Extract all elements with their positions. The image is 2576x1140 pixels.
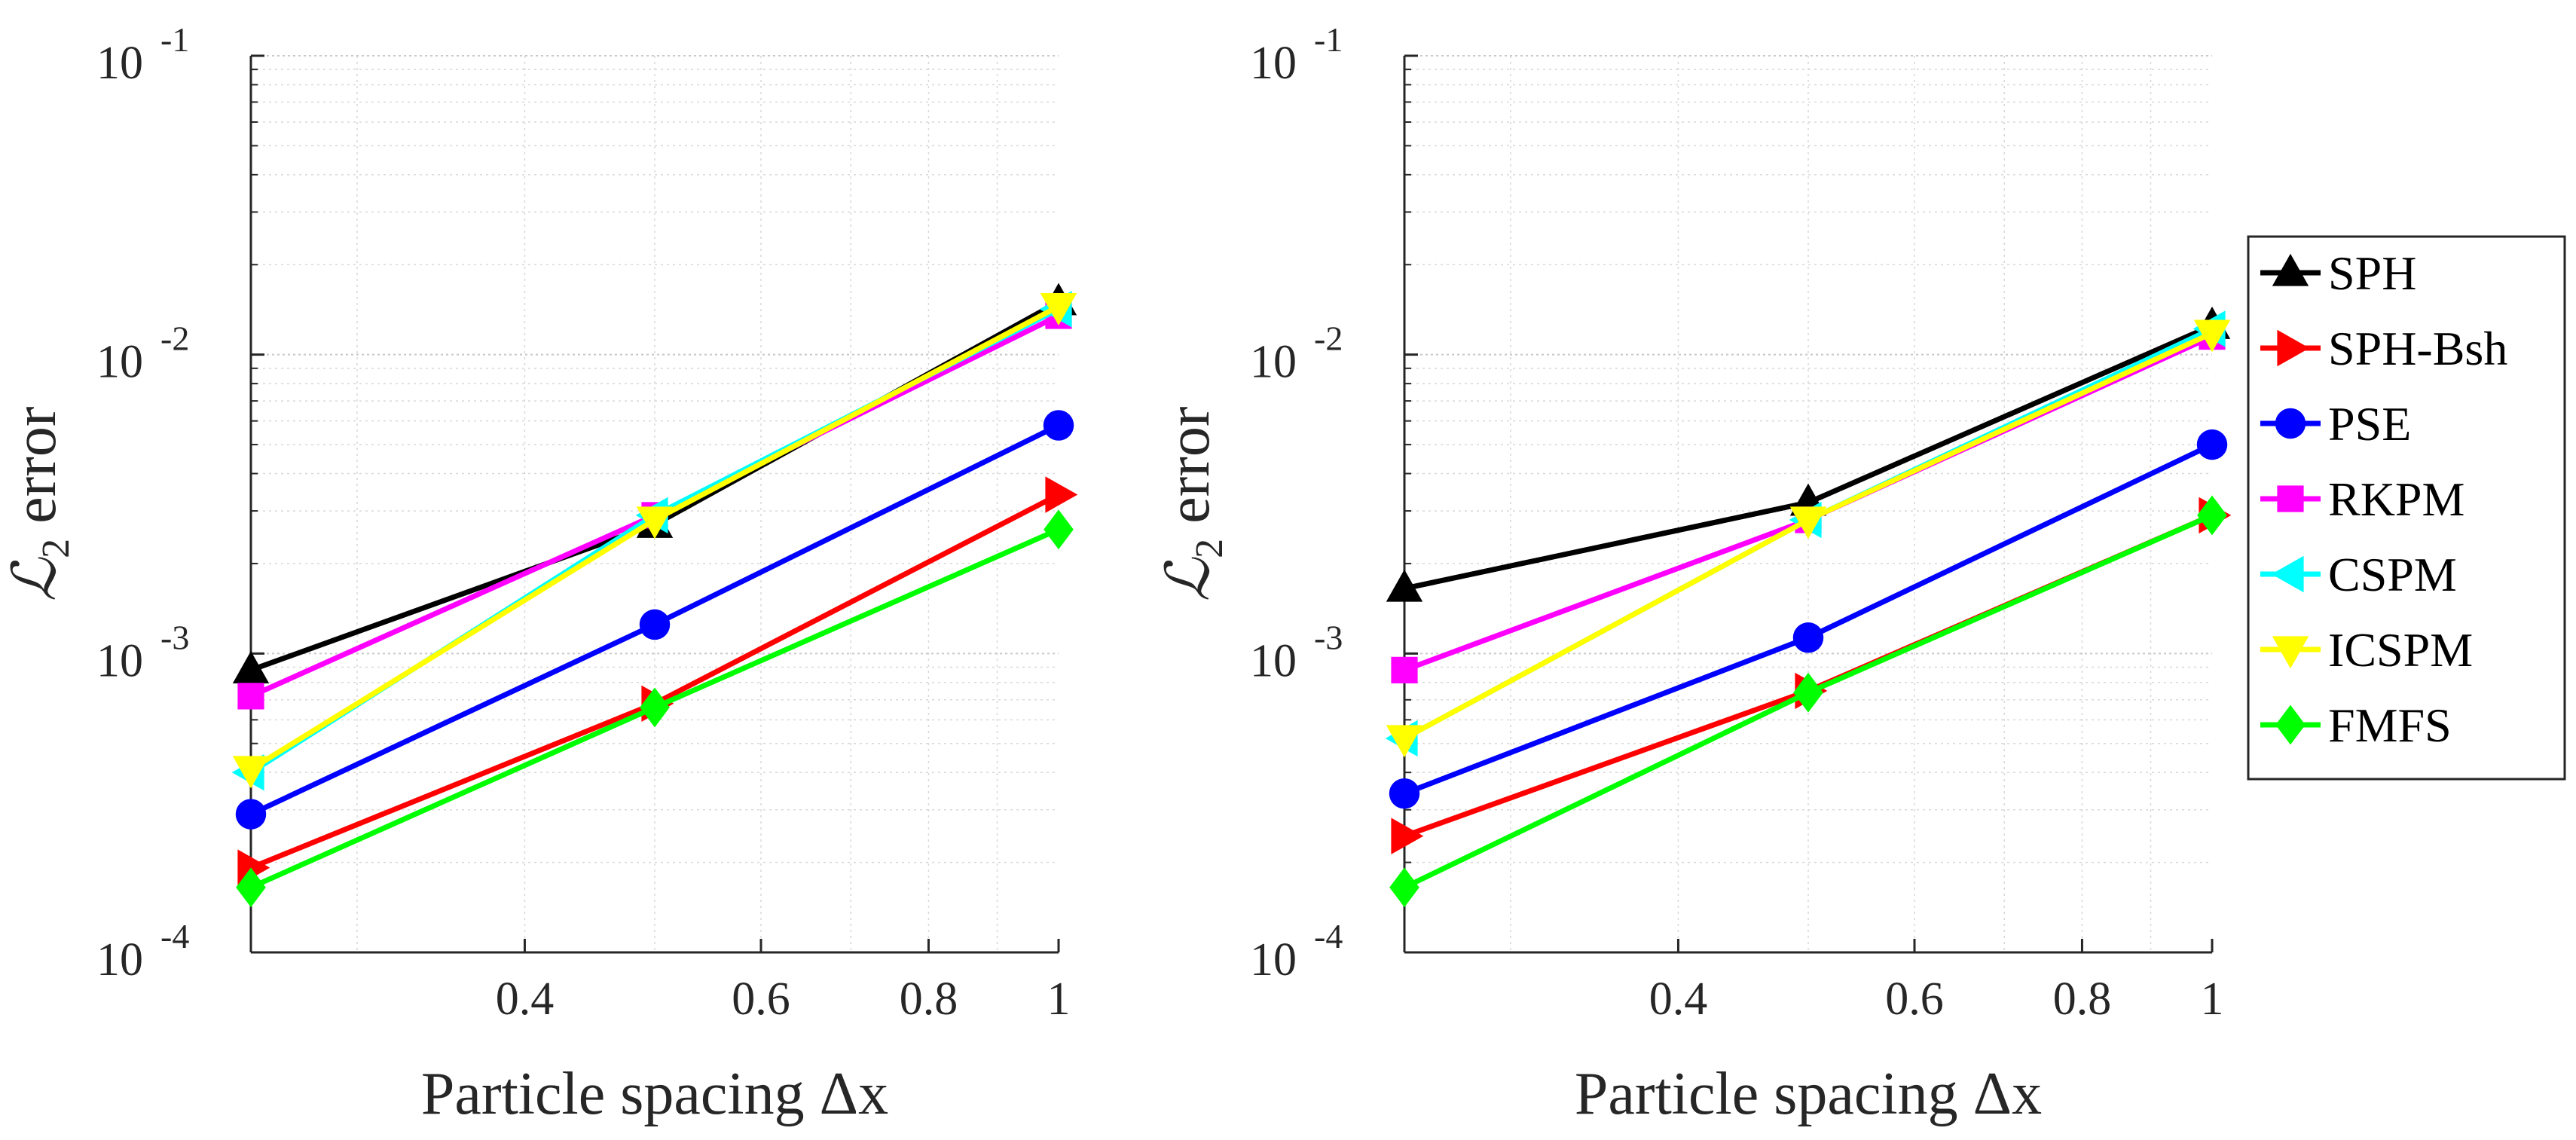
y-tick-exponent: -4 [160, 917, 189, 955]
legend-item: RKPM [2260, 472, 2464, 526]
series-fmfs [236, 509, 1074, 908]
y-tick-exponent: -3 [160, 618, 189, 656]
y-tick-exponent: -1 [160, 20, 189, 59]
x-tick-label: 0.8 [900, 973, 958, 1025]
legend-item: ICSPM [2260, 623, 2473, 677]
y-tick-label: 10 [1250, 934, 1297, 986]
y-tick-exponent: -4 [1314, 917, 1343, 955]
legend-label: SPH-Bsh [2328, 322, 2507, 375]
legend-label: FMFS [2328, 698, 2452, 752]
y-tick-exponent: -1 [1314, 20, 1343, 59]
x-axis-label: Particle spacing Δx [421, 1061, 888, 1127]
x-tick-label: 0.4 [496, 973, 555, 1025]
legend-marker [2277, 329, 2310, 367]
x-axis-label: Particle spacing Δx [1575, 1061, 2042, 1127]
data-point [1793, 672, 1823, 713]
data-point [1043, 410, 1074, 441]
axes: 10 -1 10 -2 10 -3 10 -4 0.4 0.6 0.8 1 [96, 20, 1071, 1025]
data-point [1391, 656, 1418, 683]
legend-marker [2275, 704, 2306, 745]
x-tick-label: 0.6 [732, 973, 790, 1025]
y-tick-label: 10 [96, 934, 143, 986]
legend-marker [2272, 636, 2309, 669]
legend-label: SPH [2328, 246, 2416, 300]
data-point [1386, 569, 1423, 602]
y-tick-exponent: -3 [1314, 618, 1343, 656]
legend-item: PSE [2260, 397, 2411, 451]
data-point [236, 867, 266, 908]
legend-label: CSPM [2328, 548, 2457, 601]
data-point [1389, 778, 1420, 809]
y-tick-exponent: -2 [1314, 319, 1343, 358]
legend-label: RKPM [2328, 472, 2464, 526]
legend-item: FMFS [2260, 698, 2452, 752]
data-point [1045, 476, 1078, 513]
legend-item: CSPM [2260, 548, 2457, 601]
data-point [1792, 622, 1824, 653]
legend-marker [2272, 253, 2309, 286]
data-point [1789, 506, 1827, 539]
x-tick-label: 0.6 [1885, 973, 1944, 1025]
y-tick-label: 10 [96, 38, 143, 89]
legend-item: SPH [2260, 246, 2416, 300]
legend-label: PSE [2328, 397, 2411, 451]
data-point [232, 651, 270, 683]
legend-marker [2271, 555, 2304, 593]
y-tick-exponent: -2 [160, 319, 189, 358]
data-point [640, 687, 670, 728]
series-icspm [1386, 319, 2231, 758]
data-point [639, 609, 671, 640]
series-pse [235, 410, 1074, 830]
y-tick-label: 10 [1250, 635, 1297, 686]
y-tick-label: 10 [96, 337, 143, 388]
legend-label: ICSPM [2328, 623, 2473, 677]
right-plot-panel: 10 -1 10 -2 10 -3 10 -4 0.4 0.6 0.8 1 Particle spaci… [1156, 20, 2232, 1127]
x-tick-label: 1 [1047, 973, 1071, 1025]
y-tick-label: 10 [1250, 337, 1297, 388]
data-point [636, 506, 674, 539]
y-axis-label: ℒ2 error [2, 406, 78, 601]
grid-lines [251, 55, 1059, 953]
y-tick-label: 10 [1250, 38, 1297, 89]
legend-marker [2275, 408, 2306, 439]
data-point [1389, 867, 1419, 908]
data-point [2197, 495, 2227, 536]
x-tick-label: 0.8 [2053, 973, 2112, 1025]
data-point [2196, 429, 2228, 460]
legend: SPH SPH-Bsh PSE RKPM CSPM ICSPM FMFS [2247, 235, 2566, 781]
data-point [2193, 319, 2231, 353]
series-pse [1389, 429, 2228, 809]
data-point [1391, 818, 1424, 854]
data-point [1044, 509, 1074, 550]
legend-marker [2277, 485, 2304, 512]
series-icspm [232, 293, 1077, 789]
data-point [1386, 725, 1423, 758]
x-tick-label: 0.4 [1649, 973, 1708, 1025]
legend-item: SPH-Bsh [2260, 322, 2507, 375]
data-point [1040, 293, 1077, 325]
data-point [237, 683, 264, 710]
x-tick-label: 1 [2201, 973, 2224, 1025]
y-tick-label: 10 [96, 635, 143, 686]
y-axis-label: ℒ2 error [1156, 406, 1231, 601]
series-fmfs [1389, 495, 2227, 908]
left-plot-panel: 10 -1 10 -2 10 -3 10 -4 0.4 0.6 0.8 1 Particle spaci… [2, 20, 1078, 1127]
data-point [232, 756, 270, 789]
data-point [235, 799, 267, 830]
